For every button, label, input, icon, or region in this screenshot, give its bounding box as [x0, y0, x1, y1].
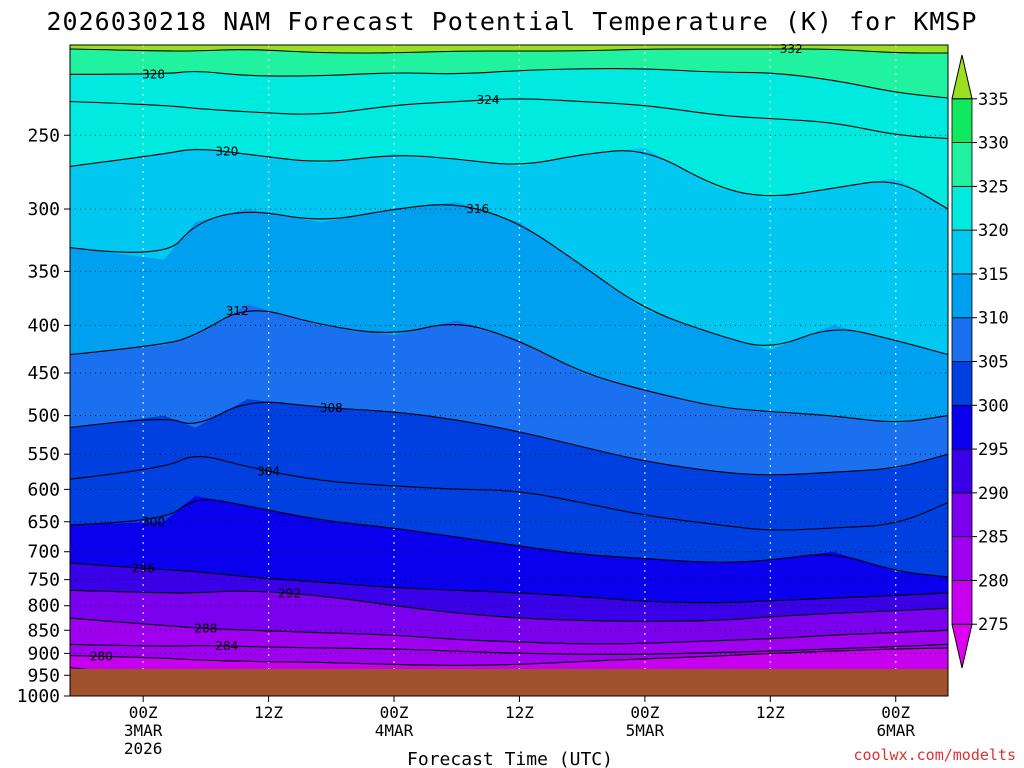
- colorbar-swatch-315: [951, 229, 973, 275]
- y-tick-label-650: 650: [27, 512, 60, 533]
- colorbar-swatch-300: [951, 361, 973, 406]
- contour-label-328: 328: [142, 67, 165, 81]
- contour-284: [69, 643, 949, 655]
- colorbar-swatch-280: [951, 536, 973, 581]
- colorbar-swatch-305: [951, 317, 973, 362]
- colorbar-swatch-310: [951, 273, 973, 319]
- colorbar-swatch-325: [951, 142, 973, 187]
- colorbar-label-295: 295: [978, 440, 1009, 460]
- x-tick-label-24: 00Z: [380, 703, 409, 722]
- ground-surface: [70, 669, 948, 696]
- colorbar-swatch-290: [951, 448, 973, 494]
- contour-304: [69, 455, 949, 531]
- contour-label-296: 296: [132, 561, 155, 575]
- potential-temperature-contours: 2762802842882922963003043083123163203243…: [69, 42, 949, 683]
- contour-280: [69, 647, 949, 666]
- y-tick-label-300: 300: [27, 199, 60, 220]
- colorbar-label-320: 320: [978, 221, 1009, 241]
- contour-label-324: 324: [477, 93, 500, 107]
- x-tick-label-60: 12Z: [756, 703, 785, 722]
- x-tick-date-0: 3MAR: [124, 721, 163, 740]
- y-tick-label-250: 250: [27, 125, 60, 146]
- contour-label-304: 304: [257, 464, 280, 478]
- chart-title: 2026030218 NAM Forecast Potential Temper…: [47, 7, 978, 36]
- x-tick-date-72: 6MAR: [876, 721, 915, 740]
- y-tick-label-750: 750: [27, 570, 60, 591]
- x-tick-label-12: 12Z: [254, 703, 283, 722]
- contour-label-284: 284: [215, 639, 238, 653]
- colorbar: 275 280 285 290 295 300 305 310 315 320 325 330 335: [951, 54, 1009, 669]
- contour-288: [69, 617, 949, 645]
- colorbar-swatch-275: [951, 580, 973, 625]
- contour-label-280: 280: [90, 649, 113, 663]
- contour-label-316: 316: [466, 202, 489, 216]
- colorbar-swatch-330: [951, 98, 973, 143]
- contour-300: [69, 499, 949, 578]
- colorbar-label-335: 335: [978, 90, 1009, 110]
- colorbar-swatch-335: [951, 54, 973, 100]
- y-tick-label-550: 550: [27, 444, 60, 465]
- colorbar-swatch-320: [951, 185, 973, 231]
- y-tick-label-700: 700: [27, 542, 60, 563]
- x-tick-year-0: 2026: [124, 739, 163, 758]
- plot-frame: [69, 44, 949, 697]
- y-tick-label-600: 600: [27, 479, 60, 500]
- colorbar-label-315: 315: [978, 265, 1009, 285]
- y-tick-label-500: 500: [27, 406, 60, 427]
- contour-label-320: 320: [215, 145, 238, 159]
- potential-temperature-fill: [70, 45, 948, 696]
- contour-320: [69, 149, 949, 210]
- contour-292: [69, 589, 949, 622]
- contour-332: [69, 48, 948, 54]
- contour-312: [69, 310, 949, 423]
- colorbar-label-305: 305: [978, 353, 1009, 373]
- contour-308: [69, 401, 949, 476]
- x-tick-label-36: 12Z: [505, 703, 534, 722]
- x-tick-label-0: 00Z: [129, 703, 158, 722]
- band-above-328: [70, 45, 948, 98]
- source-credit: coolwx.com/modelts: [853, 746, 1016, 764]
- contour-296: [69, 562, 949, 604]
- contour-label-288: 288: [194, 621, 217, 635]
- x-axis-label: Forecast Time (UTC): [407, 749, 613, 768]
- y-tick-label-900: 900: [27, 643, 60, 664]
- contour-label-332: 332: [780, 42, 803, 56]
- colorbar-swatch-295: [951, 404, 973, 450]
- x-tick-date-24: 4MAR: [375, 721, 414, 740]
- colorbar-label-300: 300: [978, 396, 1009, 416]
- y-tick-label-450: 450: [27, 363, 60, 384]
- contour-label-308: 308: [320, 401, 343, 415]
- colorbar-label-330: 330: [978, 134, 1009, 154]
- contour-324: [69, 98, 949, 140]
- contour-label-292: 292: [278, 586, 301, 600]
- contour-label-312: 312: [226, 304, 249, 318]
- colorbar-label-285: 285: [978, 528, 1009, 548]
- y-tick-label-350: 350: [27, 261, 60, 282]
- x-tick-label-48: 00Z: [630, 703, 659, 722]
- y-tick-label-400: 400: [27, 315, 60, 336]
- x-tick-label-72: 00Z: [881, 703, 910, 722]
- colorbar-label-280: 280: [978, 571, 1009, 591]
- colorbar-label-325: 325: [978, 177, 1009, 197]
- contour-316: [69, 204, 949, 356]
- colorbar-label-275: 275: [978, 615, 1009, 635]
- y-tick-label-1000: 1000: [17, 686, 60, 707]
- y-tick-label-850: 850: [27, 620, 60, 641]
- colorbar-label-310: 310: [978, 309, 1009, 329]
- colorbar-swatch-285: [951, 492, 973, 538]
- colorbar-swatch-270: [951, 623, 973, 669]
- y-tick-label-800: 800: [27, 596, 60, 617]
- contour-label-300: 300: [142, 515, 165, 529]
- x-tick-date-48: 5MAR: [626, 721, 665, 740]
- y-tick-label-950: 950: [27, 665, 60, 686]
- y-axis: 2503003504004505005506006507007508008509…: [17, 125, 70, 707]
- colorbar-label-290: 290: [978, 484, 1009, 504]
- contour-328: [69, 68, 949, 99]
